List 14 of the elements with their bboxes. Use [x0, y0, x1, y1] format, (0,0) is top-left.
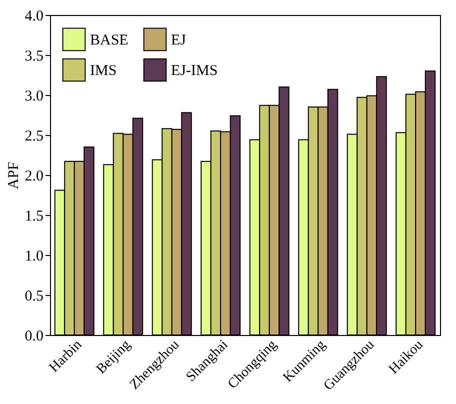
legend-label: BASE — [90, 32, 128, 48]
legend-label: EJ — [171, 32, 186, 48]
legend-label: IMS — [90, 63, 117, 79]
legend-label: EJ-IMS — [171, 63, 218, 79]
y-axis-title: APF — [6, 162, 22, 190]
y-tick-label: 2.5 — [24, 128, 44, 144]
y-tick-label: 1.5 — [24, 208, 44, 224]
y-tick-label: 4.0 — [24, 8, 44, 24]
y-tick-label: 3.0 — [24, 88, 44, 104]
y-tick-label: 3.5 — [24, 48, 44, 64]
y-tick-label: 1.0 — [24, 248, 44, 264]
y-tick-label: 0.5 — [24, 288, 44, 304]
y-tick-label: 0.0 — [24, 328, 44, 344]
y-tick-label: 2.0 — [24, 168, 44, 184]
